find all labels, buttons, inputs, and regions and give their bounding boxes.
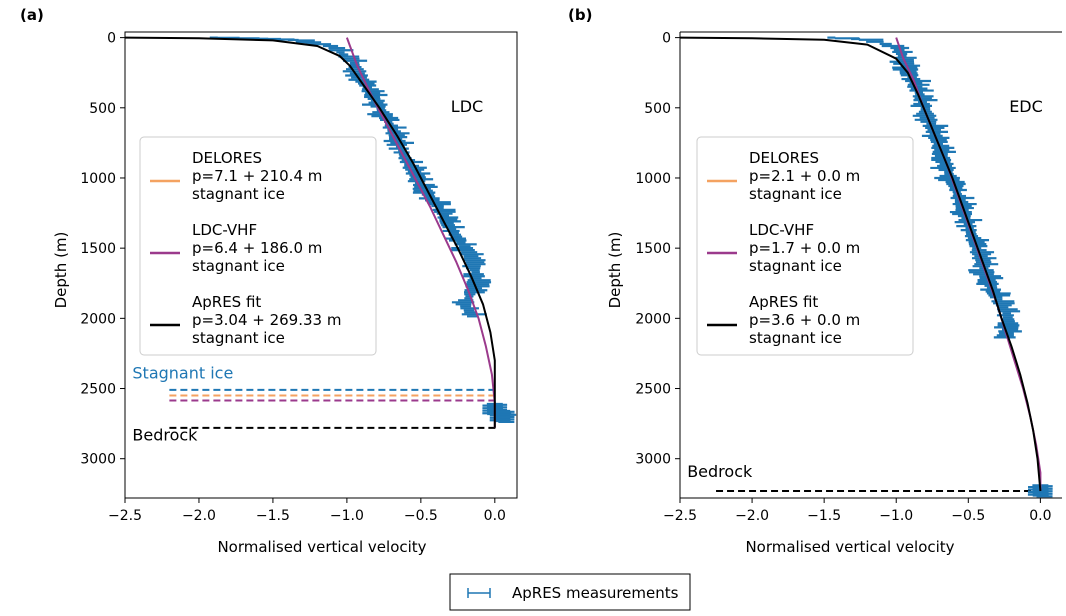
panel-b-y-tick-label: 500 (644, 101, 671, 117)
panel-a-x-tick-label: 0.0 (484, 508, 506, 524)
panel-b-legend-entry-text: ApRES fit (749, 293, 818, 311)
panel-b-legend-entry-text: stagnant ice (749, 329, 842, 347)
panel-b-y-tick-label: 3000 (635, 452, 671, 468)
panel-a-y-axis-label: Depth (m) (52, 232, 70, 309)
panel-b-legend-entry-text: p=2.1 + 0.0 m (749, 167, 860, 185)
panel-a-x-tick-label: −1.5 (256, 508, 290, 524)
panel-a-legend-entry-text: stagnant ice (192, 257, 285, 275)
panel-a-x-tick-label: −2.0 (182, 508, 216, 524)
panel-a-legend-entry-text: ApRES fit (192, 293, 261, 311)
panel-a-plot-area: −2.5 −2.0 −1.5 −1.0 −0.5 0.0 0 500 1000 1500 2000 2… (80, 31, 518, 524)
panel-b-y-tick-label: 1500 (635, 241, 671, 257)
panel-b-series-apres-fit (679, 36, 1042, 492)
panel-a-axes-frame (124, 31, 518, 499)
panel-a-x-axis-label: Normalised vertical velocity (217, 538, 426, 556)
panel-b-x-axis-label: Normalised vertical velocity (745, 538, 954, 556)
panel-a-x-tick-label: −0.5 (404, 508, 438, 524)
panel-a-annotation-bedrock: Bedrock (132, 425, 198, 444)
panel-a-site-label: LDC (451, 97, 483, 116)
panel-b-plot-area: −2.5 −2.0 −1.5 −1.0 −0.5 0.0 0 500 1000 1500 2000 2… (635, 31, 1062, 524)
panel-a-series-apres-fit (124, 36, 496, 428)
panel-b-x-tick-label: −1.5 (807, 508, 841, 524)
panel-b-x-tick-label: −2.0 (735, 508, 769, 524)
panel-b-legend-entry-text: LDC-VHF (749, 221, 814, 239)
panel-a-y-tick-label: 2000 (80, 311, 116, 327)
panel-a-y-tick-label: 2500 (80, 382, 116, 398)
panel-a-legend-entry-text: p=6.4 + 186.0 m (192, 239, 322, 257)
panel-b-legend-entry-text: DELORES (749, 149, 819, 167)
shared-legend: ApRES measurements (449, 573, 691, 611)
panel-b: (b) −2.5 −2.0 −1.5 −1.0 −0.5 0.0 0 500 1000 1500 2… (568, 6, 1062, 556)
panel-a-legend-entry-text: stagnant ice (192, 329, 285, 347)
panel-a-legend-entry-text: stagnant ice (192, 185, 285, 203)
panel-a-label: (a) (20, 6, 44, 24)
panel-b-y-tick-label: 1000 (635, 171, 671, 187)
panel-b-y-tick-label: 2500 (635, 382, 671, 398)
panel-b-legend-entry-text: p=1.7 + 0.0 m (749, 239, 860, 257)
panel-a-annotation-stagnant-ice: Stagnant ice (132, 364, 233, 383)
shared-legend-marker (467, 588, 491, 598)
panel-b-x-tick-label: −0.5 (951, 508, 985, 524)
panel-a-y-tick-label: 1000 (80, 171, 116, 187)
panel-a-y-tick-label: 500 (89, 101, 116, 117)
panel-a-legend-entry-text: LDC-VHF (192, 221, 257, 239)
panel-a-x-tick-label: −1.0 (330, 508, 364, 524)
panel-a-legend-entry-text: p=7.1 + 210.4 m (192, 167, 322, 185)
panel-b-legend-entry-text: p=3.6 + 0.0 m (749, 311, 860, 329)
panel-b-site-label: EDC (1009, 97, 1043, 116)
panel-b-x-tick-label: 0.0 (1029, 508, 1051, 524)
panel-a-y-tick-label: 1500 (80, 241, 116, 257)
panel-b-y-tick-label: 0 (662, 31, 671, 47)
panel-a-y-tick-label: 3000 (80, 452, 116, 468)
panel-b-x-tick-label: −2.5 (663, 508, 697, 524)
panel-a-x-tick-label: −2.5 (108, 508, 142, 524)
panel-a-legend-entry-text: p=3.04 + 269.33 m (192, 311, 341, 329)
panel-b-label: (b) (568, 6, 592, 24)
shared-legend-label: ApRES measurements (512, 584, 679, 602)
panel-b-annotation-bedrock: Bedrock (687, 462, 753, 481)
panel-a-legend-box (139, 136, 377, 356)
panel-b-legend-entry-text: stagnant ice (749, 185, 842, 203)
panel-b-legend-box (696, 136, 914, 356)
panel-a-y-tick-label: 0 (107, 31, 116, 47)
panel-a: (a) −2.5 −2.0 −1.5 −1.0 −0.5 0.0 0 500 1000 1500 2… (20, 6, 518, 556)
panel-b-x-tick-label: −1.0 (879, 508, 913, 524)
panel-b-y-tick-label: 2000 (635, 311, 671, 327)
panel-a-legend-entry-text: DELORES (192, 149, 262, 167)
panel-b-legend-entry-text: stagnant ice (749, 257, 842, 275)
panel-b-y-axis-label: Depth (m) (606, 232, 624, 309)
